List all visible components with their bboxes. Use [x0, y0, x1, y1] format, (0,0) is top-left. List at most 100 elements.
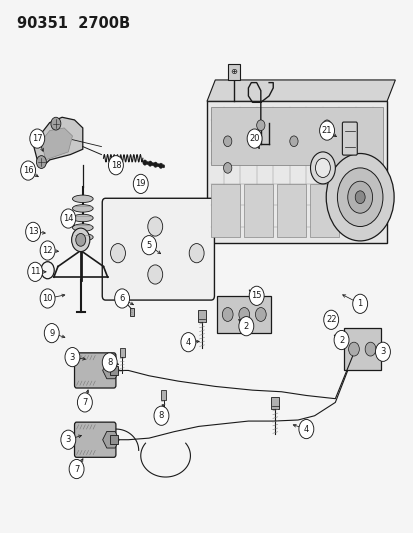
Bar: [244, 184, 273, 237]
Circle shape: [249, 286, 263, 305]
Text: 2: 2: [243, 322, 248, 330]
Polygon shape: [33, 117, 83, 168]
Text: 20: 20: [249, 134, 259, 143]
Bar: [310, 184, 339, 237]
Bar: [227, 64, 240, 80]
Ellipse shape: [72, 205, 93, 212]
Polygon shape: [41, 128, 72, 160]
Text: 22: 22: [325, 316, 336, 324]
Text: 21: 21: [321, 126, 332, 135]
Bar: [109, 435, 118, 444]
Circle shape: [146, 161, 148, 165]
Bar: [217, 296, 271, 333]
Circle shape: [298, 419, 313, 439]
Circle shape: [315, 158, 330, 177]
Circle shape: [364, 342, 375, 356]
FancyBboxPatch shape: [74, 353, 116, 388]
Text: 12: 12: [42, 246, 53, 255]
Circle shape: [159, 163, 163, 168]
Circle shape: [147, 217, 162, 236]
Bar: [197, 310, 206, 322]
Text: 3: 3: [66, 435, 71, 444]
Circle shape: [375, 342, 389, 361]
Bar: [343, 328, 380, 370]
Circle shape: [348, 342, 358, 356]
Circle shape: [76, 233, 85, 246]
Circle shape: [102, 353, 117, 372]
Text: 6: 6: [119, 294, 124, 303]
Ellipse shape: [72, 233, 93, 241]
Circle shape: [110, 244, 125, 263]
Text: 3: 3: [70, 353, 75, 361]
Circle shape: [40, 289, 55, 308]
Circle shape: [108, 156, 123, 175]
Text: 8: 8: [107, 358, 112, 367]
Circle shape: [148, 161, 152, 166]
Bar: [277, 184, 306, 237]
Circle shape: [30, 129, 45, 148]
Circle shape: [189, 244, 204, 263]
Circle shape: [157, 164, 159, 167]
Circle shape: [133, 174, 148, 193]
Bar: [271, 397, 279, 409]
Circle shape: [322, 120, 330, 131]
Circle shape: [289, 136, 297, 147]
FancyBboxPatch shape: [102, 198, 214, 300]
Circle shape: [352, 294, 367, 313]
Text: 14: 14: [63, 214, 74, 223]
Text: 2: 2: [338, 336, 343, 344]
Text: 1: 1: [357, 300, 362, 308]
Text: 9: 9: [49, 329, 54, 337]
Circle shape: [154, 406, 169, 425]
Text: 7: 7: [82, 398, 87, 407]
Text: 16: 16: [23, 166, 33, 175]
Circle shape: [325, 154, 393, 241]
Circle shape: [153, 162, 157, 167]
Circle shape: [337, 168, 382, 227]
Text: 8: 8: [159, 411, 164, 420]
Text: 3: 3: [380, 348, 385, 356]
Bar: [211, 184, 240, 237]
Circle shape: [151, 163, 154, 166]
Circle shape: [162, 165, 164, 168]
Polygon shape: [102, 362, 119, 379]
Circle shape: [310, 152, 335, 184]
Circle shape: [147, 265, 162, 284]
Circle shape: [61, 430, 76, 449]
Circle shape: [114, 289, 129, 308]
Circle shape: [247, 129, 261, 148]
Circle shape: [21, 161, 36, 180]
Circle shape: [355, 195, 363, 205]
Circle shape: [319, 121, 334, 140]
Circle shape: [65, 348, 80, 367]
Text: 17: 17: [32, 134, 43, 143]
Text: 19: 19: [135, 180, 146, 188]
Circle shape: [142, 160, 147, 165]
Circle shape: [69, 459, 84, 479]
Text: 11: 11: [30, 268, 40, 276]
FancyBboxPatch shape: [342, 122, 356, 155]
Circle shape: [77, 393, 92, 412]
Circle shape: [26, 222, 40, 241]
Circle shape: [61, 209, 76, 228]
Text: 10: 10: [42, 294, 53, 303]
Circle shape: [333, 330, 348, 350]
Bar: [206, 101, 386, 243]
Text: 90351  2700B: 90351 2700B: [17, 16, 129, 31]
Text: 15: 15: [251, 292, 261, 300]
Circle shape: [180, 333, 195, 352]
Ellipse shape: [72, 224, 93, 231]
FancyBboxPatch shape: [74, 422, 116, 457]
Circle shape: [71, 228, 90, 252]
Circle shape: [323, 310, 338, 329]
Bar: [130, 308, 134, 316]
Circle shape: [256, 120, 264, 131]
Text: ⊕: ⊕: [230, 68, 237, 76]
Polygon shape: [206, 80, 394, 101]
Circle shape: [238, 308, 249, 321]
Circle shape: [222, 308, 233, 321]
Ellipse shape: [72, 195, 93, 203]
Text: 4: 4: [185, 338, 190, 346]
Bar: [161, 390, 166, 400]
Circle shape: [223, 136, 231, 147]
